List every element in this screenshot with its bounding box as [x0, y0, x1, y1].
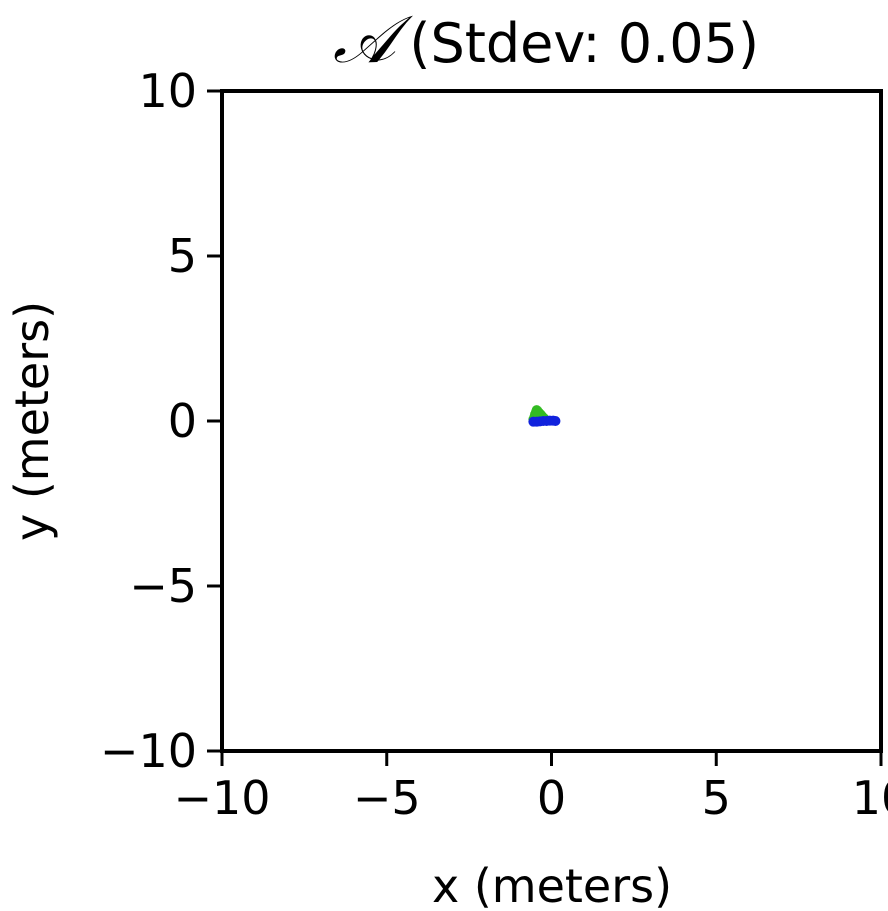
y-tick-label: 10 — [138, 64, 197, 118]
x-tick-label: 5 — [702, 771, 731, 825]
data-point — [550, 416, 561, 426]
x-axis-label: x (meters) — [432, 859, 672, 911]
y-axis-ticks: −10 −5 0 5 10 — [100, 64, 222, 778]
y-tick-label: 5 — [168, 229, 197, 283]
data-marks — [528, 405, 561, 427]
chart-title-symbol: 𝒜 — [333, 1, 413, 78]
x-tick-label: 10 — [852, 771, 888, 825]
x-tick-label: −10 — [173, 771, 270, 825]
x-tick-label: −5 — [353, 771, 421, 825]
x-axis-ticks: −10 −5 0 5 10 — [173, 751, 888, 825]
y-axis-label: y (meters) — [5, 301, 59, 541]
y-tick-label: −10 — [100, 724, 197, 778]
y-tick-label: −5 — [129, 559, 197, 613]
y-tick-label: 0 — [168, 394, 197, 448]
chart-title: 𝒜 (Stdev: 0.05) — [333, 1, 759, 78]
x-tick-label: 0 — [537, 771, 566, 825]
chart-title-text: (Stdev: 0.05) — [409, 12, 759, 75]
series-1 — [528, 415, 561, 427]
